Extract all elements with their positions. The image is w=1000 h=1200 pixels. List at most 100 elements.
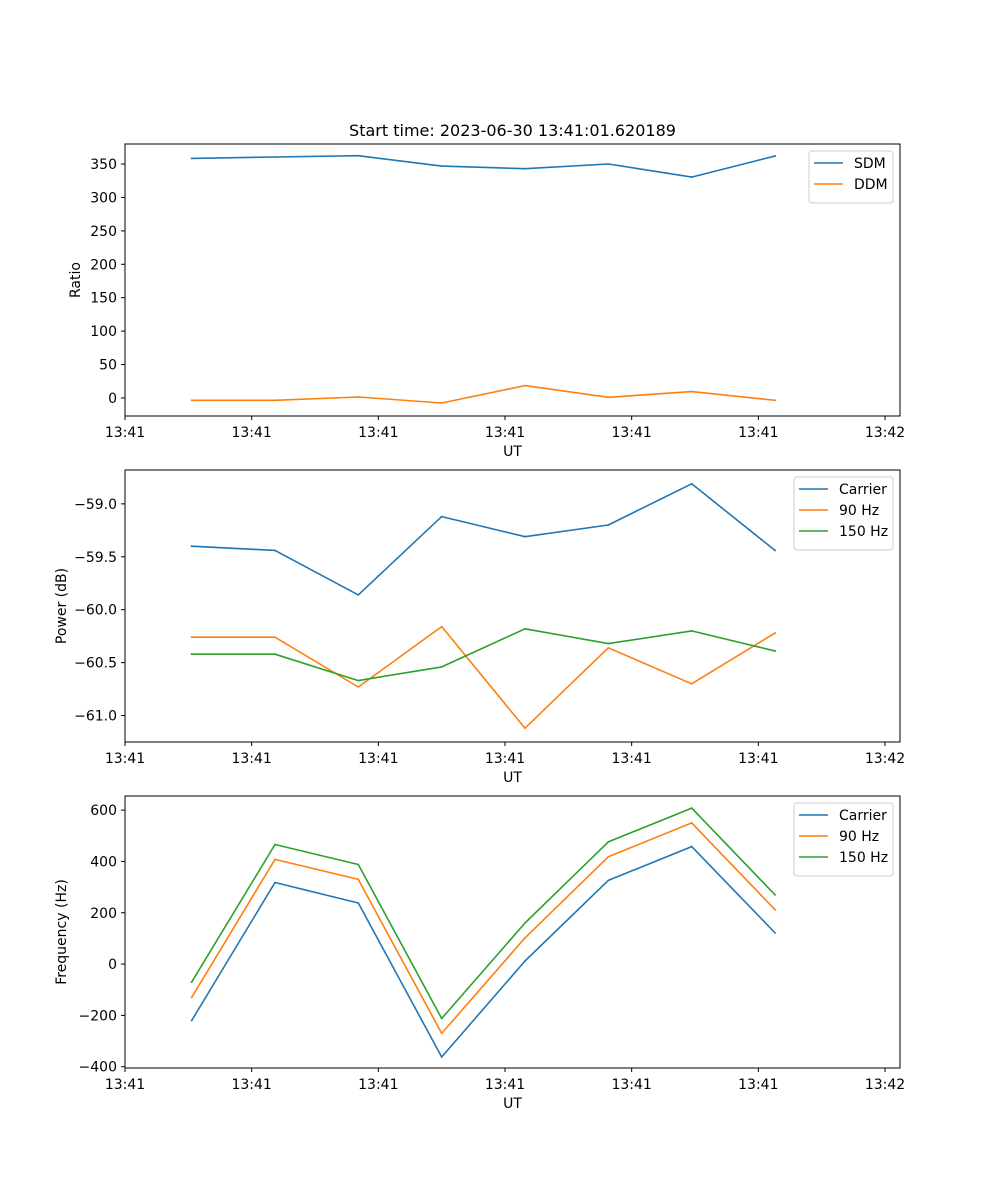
x-tick-label: 13:41 bbox=[738, 751, 778, 767]
y-tick-label: 50 bbox=[99, 358, 117, 374]
data-point bbox=[524, 167, 526, 170]
data-point bbox=[774, 549, 776, 552]
x-tick-label: 13:41 bbox=[105, 1077, 145, 1093]
x-tick-label: 13:41 bbox=[358, 425, 398, 441]
y-tick-label: 250 bbox=[90, 224, 117, 240]
y-tick-label: 300 bbox=[90, 190, 117, 206]
data-point bbox=[274, 881, 276, 884]
series-line-carrier bbox=[190, 482, 777, 596]
data-point bbox=[690, 845, 693, 848]
data-point bbox=[190, 653, 193, 656]
data-point bbox=[607, 855, 610, 858]
y-tick-label: 100 bbox=[90, 324, 117, 340]
data-point bbox=[690, 176, 693, 178]
y-tick-label: −61.0 bbox=[74, 709, 117, 725]
data-point bbox=[190, 996, 193, 999]
x-tick-label: 13:41 bbox=[485, 751, 525, 767]
data-point bbox=[190, 636, 193, 639]
legend-label: 150 Hz bbox=[839, 850, 888, 866]
series-line-ddm bbox=[190, 384, 776, 404]
data-point bbox=[524, 535, 526, 538]
legend: Carrier 90 Hz 150 Hz bbox=[793, 476, 894, 551]
x-tick-label: 13:41 bbox=[231, 1077, 271, 1093]
data-point bbox=[774, 931, 776, 934]
y-axis-label: Power (dB) bbox=[54, 568, 70, 644]
data-point bbox=[524, 922, 526, 924]
data-point bbox=[190, 399, 193, 402]
data-point bbox=[607, 879, 610, 882]
data-point bbox=[440, 665, 443, 668]
y-tick-label: −200 bbox=[79, 1008, 117, 1024]
legend: Carrier 90 Hz 150 Hz bbox=[793, 802, 894, 877]
x-tick-label: 13:42 bbox=[865, 751, 905, 767]
chart-panel-2: 13:41 13:41 13:41 13:41 13:41 13:41 13:42 −61.0… bbox=[54, 469, 905, 786]
x-tick-label: 13:41 bbox=[358, 751, 398, 767]
legend-label: DDM bbox=[854, 177, 888, 193]
x-tick-label: 13:41 bbox=[231, 425, 271, 441]
data-point bbox=[690, 390, 693, 393]
series-line-150-hz bbox=[190, 627, 776, 682]
data-point bbox=[440, 1017, 443, 1020]
data-point bbox=[357, 154, 360, 157]
charts-layer: 13:41 13:41 13:41 13:41 13:41 13:41 13:42 0 50 10… bbox=[54, 143, 905, 1112]
data-point bbox=[190, 1019, 193, 1022]
legend: SDM DDM bbox=[808, 150, 894, 204]
axes-frame bbox=[124, 469, 901, 743]
data-point bbox=[357, 902, 360, 904]
x-tick-label: 13:42 bbox=[865, 425, 905, 441]
data-point bbox=[440, 1032, 443, 1035]
data-point bbox=[607, 642, 610, 645]
y-axis-label: Ratio bbox=[68, 262, 84, 298]
data-point bbox=[774, 908, 776, 911]
data-point bbox=[440, 1056, 443, 1058]
y-tick-label: −59.0 bbox=[74, 497, 117, 513]
x-tick-label: 13:42 bbox=[865, 1077, 905, 1093]
data-point bbox=[440, 625, 443, 628]
x-axis-label: UT bbox=[503, 444, 522, 460]
data-point bbox=[690, 482, 693, 485]
y-tick-label: −60.5 bbox=[74, 656, 117, 672]
data-point bbox=[774, 632, 776, 634]
y-tick-label: −60.0 bbox=[74, 603, 117, 619]
data-point bbox=[524, 937, 526, 939]
data-point bbox=[774, 399, 776, 402]
legend-label: Carrier bbox=[839, 482, 887, 498]
chart-panel-3: 13:41 13:41 13:41 13:41 13:41 13:41 13:42 −400 −… bbox=[54, 795, 905, 1112]
data-point bbox=[274, 858, 276, 861]
series-line-150-hz bbox=[190, 807, 777, 1020]
data-point bbox=[690, 629, 693, 632]
data-point bbox=[774, 893, 776, 896]
legend-label: 90 Hz bbox=[839, 829, 879, 845]
legend-label: SDM bbox=[854, 156, 886, 172]
data-point bbox=[274, 653, 276, 656]
data-point bbox=[190, 545, 193, 548]
x-axis-label: UT bbox=[503, 1096, 522, 1112]
x-tick-label: 13:41 bbox=[611, 425, 651, 441]
x-tick-label: 13:41 bbox=[358, 1077, 398, 1093]
x-tick-label: 13:41 bbox=[105, 751, 145, 767]
legend-box bbox=[808, 150, 894, 204]
data-point bbox=[274, 399, 276, 402]
y-tick-label: −400 bbox=[79, 1060, 117, 1076]
data-point bbox=[607, 646, 610, 649]
data-point bbox=[357, 863, 360, 866]
x-tick-label: 13:41 bbox=[105, 425, 145, 441]
y-tick-label: 0 bbox=[108, 391, 117, 407]
y-tick-label: 200 bbox=[90, 906, 117, 922]
data-point bbox=[357, 593, 360, 596]
x-tick-label: 13:41 bbox=[738, 1077, 778, 1093]
series-line-sdm bbox=[190, 154, 776, 178]
series-line-90-hz bbox=[190, 822, 777, 1035]
y-tick-label: 600 bbox=[90, 803, 117, 819]
data-point bbox=[274, 843, 276, 846]
data-point bbox=[357, 679, 360, 682]
y-tick-label: 400 bbox=[90, 854, 117, 870]
x-tick-label: 13:41 bbox=[738, 425, 778, 441]
data-point bbox=[357, 686, 360, 688]
y-tick-label: 150 bbox=[90, 291, 117, 307]
x-tick-label: 13:41 bbox=[485, 425, 525, 441]
data-point bbox=[524, 627, 526, 630]
data-point bbox=[274, 636, 276, 639]
figure-title: Start time: 2023-06-30 13:41:01.620189 bbox=[349, 121, 676, 140]
